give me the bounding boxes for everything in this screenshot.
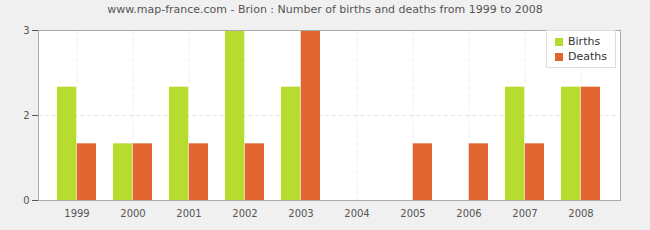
svg-text:1999: 1999 <box>64 208 89 219</box>
svg-text:0: 0 <box>23 195 29 206</box>
svg-text:2: 2 <box>23 110 29 121</box>
svg-text:2004: 2004 <box>344 208 369 219</box>
svg-text:2006: 2006 <box>456 208 481 219</box>
svg-text:3: 3 <box>23 25 29 36</box>
svg-text:2002: 2002 <box>232 208 257 219</box>
svg-text:2008: 2008 <box>568 208 593 219</box>
html-text:www.map-france.com - Brion : N: www.map-france.com - Brion : Number of b… <box>107 3 543 16</box>
svg-text:2005: 2005 <box>400 208 425 219</box>
html-text:Deaths: Deaths <box>568 50 607 63</box>
svg-text:2003: 2003 <box>288 208 313 219</box>
svg-text:2001: 2001 <box>176 208 201 219</box>
svg-text:2000: 2000 <box>120 208 145 219</box>
svg-text:2007: 2007 <box>512 208 537 219</box>
html-text:Births: Births <box>568 35 601 48</box>
